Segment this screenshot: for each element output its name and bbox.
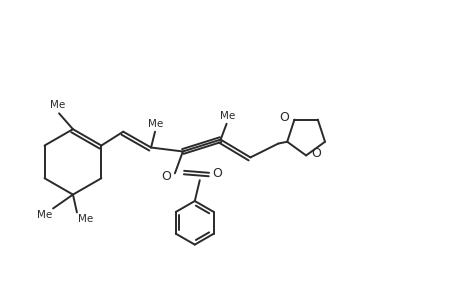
Text: O: O (279, 111, 289, 124)
Text: O: O (161, 170, 171, 183)
Text: Me: Me (36, 210, 52, 220)
Text: Me: Me (78, 214, 93, 224)
Text: O: O (310, 147, 320, 160)
Text: Me: Me (50, 100, 66, 110)
Text: O: O (212, 167, 222, 180)
Text: Me: Me (148, 119, 163, 129)
Text: Me: Me (219, 111, 235, 121)
